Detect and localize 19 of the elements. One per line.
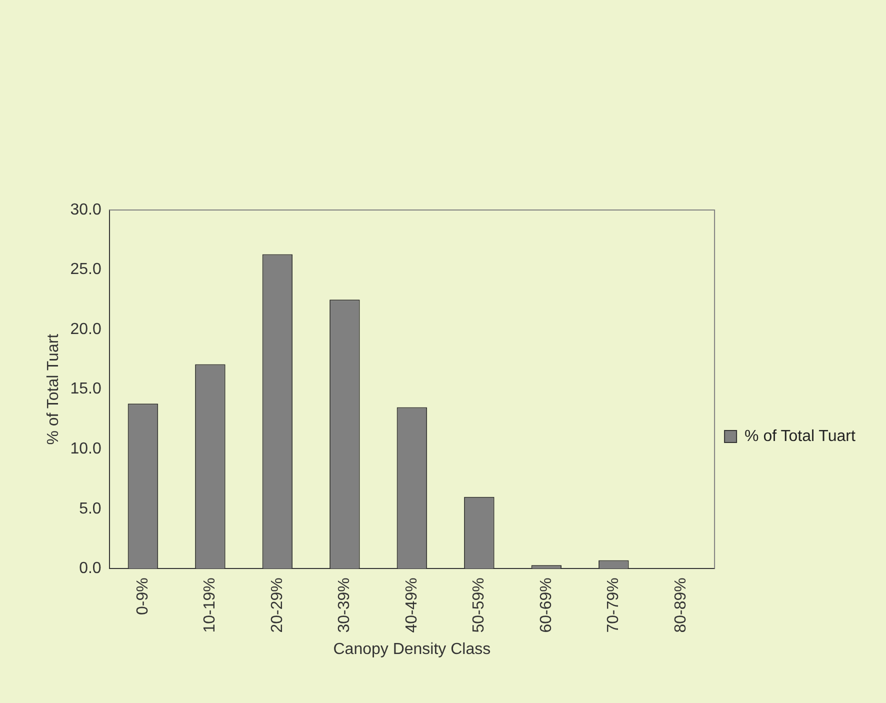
y-tick-label: 25.0	[70, 261, 102, 278]
y-tick-label: 10.0	[70, 440, 102, 458]
y-tick-label: 30.0	[70, 201, 102, 218]
x-tick-label: 40-49%	[403, 578, 420, 633]
legend-label: % of Total Tuart	[744, 428, 856, 445]
y-tick-label: 5.0	[79, 500, 102, 518]
y-tick-label: 0.0	[79, 560, 102, 578]
y-tick-label: 20.0	[70, 320, 102, 338]
x-tick-label: 10-19%	[202, 578, 219, 633]
y-axis-title: % of Total Tuart	[45, 333, 62, 445]
x-axis-title: Canopy Density Class	[333, 640, 491, 658]
x-tick-label: 70-79%	[605, 578, 622, 633]
x-tick-label: 0-9%	[134, 578, 152, 616]
x-tick-label: 80-89%	[672, 578, 690, 633]
x-tick-label: 20-29%	[268, 578, 286, 633]
x-tick-label: 50-59%	[470, 578, 488, 633]
x-tick-label: 60-69%	[538, 578, 555, 633]
x-tick-label: 30-39%	[336, 578, 354, 633]
y-tick-label: 15.0	[70, 380, 102, 398]
